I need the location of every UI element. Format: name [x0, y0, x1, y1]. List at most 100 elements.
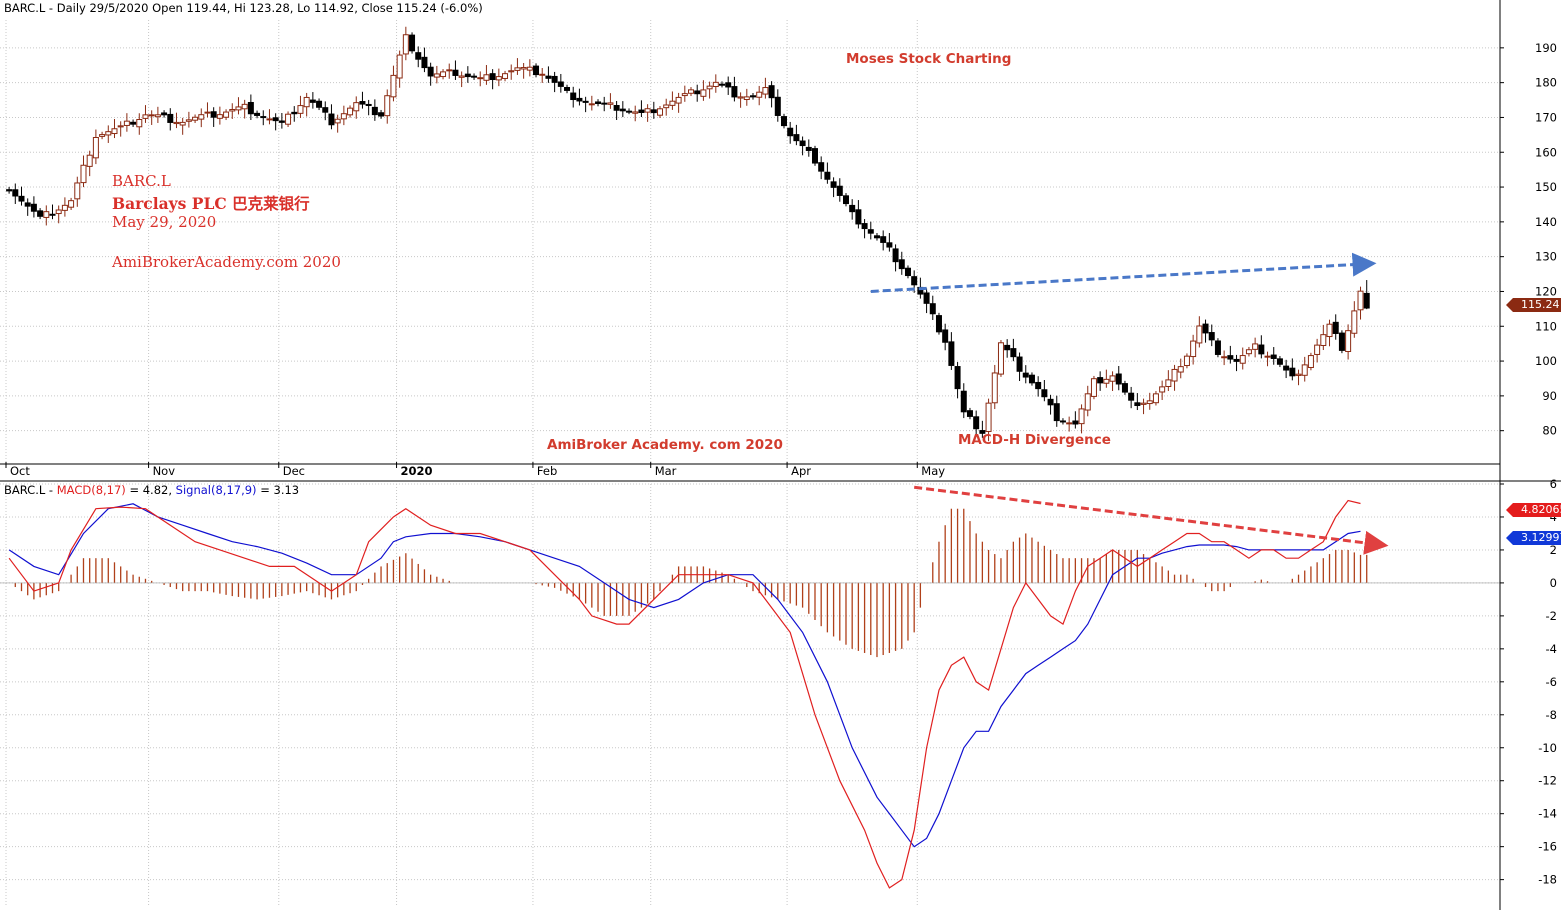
candle-body: [1035, 381, 1042, 390]
candle-body: [30, 203, 37, 212]
candle-body: [6, 189, 13, 192]
candle-body: [880, 236, 887, 243]
candle-body: [1159, 386, 1166, 393]
candle-body: [291, 111, 298, 115]
candle-body: [309, 99, 316, 103]
candle-body: [254, 112, 261, 116]
candle-body: [440, 71, 447, 78]
candle-body: [849, 204, 856, 213]
macd-y-tick-label: -6: [1546, 675, 1557, 689]
candle-body: [911, 276, 918, 286]
candle-body: [402, 34, 409, 55]
x-tick-label: Apr: [791, 464, 811, 478]
candle-body: [756, 91, 763, 98]
candle-body: [502, 73, 509, 79]
candle-body: [979, 430, 986, 434]
annotation-website: AmiBrokerAcademy.com 2020: [112, 253, 341, 271]
candle-body: [1010, 348, 1017, 358]
candle-body: [1258, 344, 1265, 355]
candle-body: [80, 164, 87, 184]
candle-body: [192, 116, 199, 121]
candle-body: [1351, 310, 1358, 334]
candle-body: [1345, 330, 1352, 353]
candle-body: [1078, 408, 1085, 425]
candle-body: [1103, 378, 1110, 384]
macd-value-tag: 4.82065: [1506, 503, 1561, 517]
candle-body: [1053, 403, 1060, 422]
price-y-tick-label: 170: [1535, 110, 1557, 124]
macd-y-tick-label: -2: [1546, 609, 1557, 623]
candle-body: [1134, 402, 1141, 407]
candle-body: [111, 128, 118, 135]
candle-body: [731, 86, 738, 98]
candle-body: [1072, 420, 1079, 425]
candle-body: [1028, 374, 1035, 384]
candle-body: [1301, 364, 1308, 376]
x-tick-label: 2020: [401, 464, 433, 478]
candle-body: [37, 210, 44, 217]
candle-body: [719, 83, 726, 86]
candle-body: [613, 105, 620, 111]
candle-body: [123, 120, 130, 126]
price-y-tick-label: 120: [1535, 284, 1557, 298]
candle-body: [595, 101, 602, 105]
candle-body: [204, 111, 211, 114]
x-tick-label: May: [921, 464, 945, 478]
candle-body: [1128, 392, 1135, 401]
macd-y-tick-label: 0: [1550, 576, 1557, 590]
annotation-ticker: BARC.L: [112, 172, 171, 190]
candle-body: [818, 162, 825, 172]
candle-body: [421, 56, 428, 69]
candle-body: [241, 103, 248, 110]
price-y-tick-label: 80: [1542, 424, 1557, 438]
candle-body: [489, 73, 496, 81]
x-tick-label: Oct: [10, 464, 30, 478]
candle-body: [929, 303, 936, 315]
candle-body: [316, 100, 323, 108]
candle-body: [861, 223, 868, 230]
signal-value-tag: 3.12997: [1506, 531, 1561, 545]
candle-body: [161, 112, 168, 116]
price-pane: [6, 26, 1377, 442]
candle-body: [539, 73, 546, 76]
candle-body: [588, 103, 595, 106]
candle-body: [1233, 358, 1240, 362]
candle-body: [948, 341, 955, 366]
candle-body: [1177, 366, 1184, 373]
candle-body: [768, 85, 775, 99]
candle-body: [557, 81, 564, 87]
macd-y-tick-label: -16: [1538, 840, 1557, 854]
candle-body: [1239, 355, 1246, 364]
candle-body: [154, 114, 161, 118]
macd-divergence-arrow: [913, 485, 1389, 555]
candle-body: [477, 77, 484, 80]
price-trend-arrow: [870, 252, 1377, 293]
candle-body: [433, 73, 440, 78]
candle-body: [68, 200, 75, 208]
candle-body: [1146, 400, 1153, 405]
candle-body: [1357, 290, 1364, 311]
candle-body: [464, 73, 471, 78]
candle-body: [1227, 355, 1234, 360]
candle-body: [985, 402, 992, 432]
candle-body: [514, 67, 521, 71]
candle-body: [576, 97, 583, 102]
candle-body: [694, 90, 701, 95]
candle-body: [706, 85, 713, 90]
candle-body: [1190, 340, 1197, 358]
candle-body: [198, 114, 205, 120]
x-tick-label: Mar: [655, 464, 677, 478]
candle-body: [892, 248, 899, 263]
candle-body: [1183, 355, 1190, 367]
candle-body: [836, 185, 843, 196]
x-tick-label: Feb: [537, 464, 557, 478]
price-y-tick-label: 90: [1542, 389, 1557, 403]
macd-pane: [0, 485, 1500, 889]
candle-body: [725, 82, 732, 88]
candle-body: [867, 229, 874, 234]
candle-body: [1090, 378, 1097, 397]
candle-body: [390, 74, 397, 98]
signal-value-tag-value: 3.12997: [1521, 531, 1561, 544]
candle-body: [551, 75, 558, 83]
